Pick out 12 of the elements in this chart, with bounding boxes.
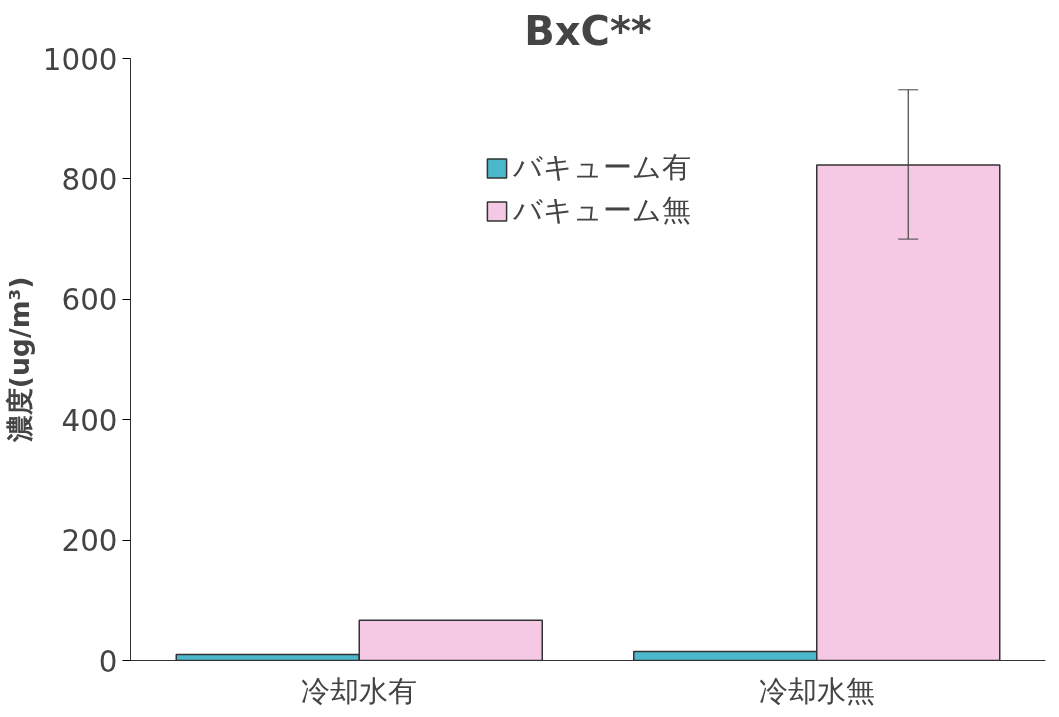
y-tick-label: 800 bbox=[61, 162, 118, 197]
y-tick-label: 600 bbox=[61, 283, 118, 318]
x-tick-label: 冷却水無 bbox=[758, 673, 875, 708]
y-tick-label: 400 bbox=[61, 403, 118, 438]
legend-label: バキューム無 bbox=[513, 192, 691, 229]
chart-title: BxC** bbox=[524, 7, 652, 54]
y-axis-title: 濃度(ug/m³) bbox=[3, 276, 35, 444]
x-tick-label: 冷却水有 bbox=[301, 673, 418, 708]
y-tick-label: 1000 bbox=[42, 42, 118, 77]
y-tick-label: 0 bbox=[98, 644, 118, 679]
y-tick-label: 200 bbox=[61, 524, 118, 559]
legend-label: バキューム有 bbox=[513, 149, 691, 186]
